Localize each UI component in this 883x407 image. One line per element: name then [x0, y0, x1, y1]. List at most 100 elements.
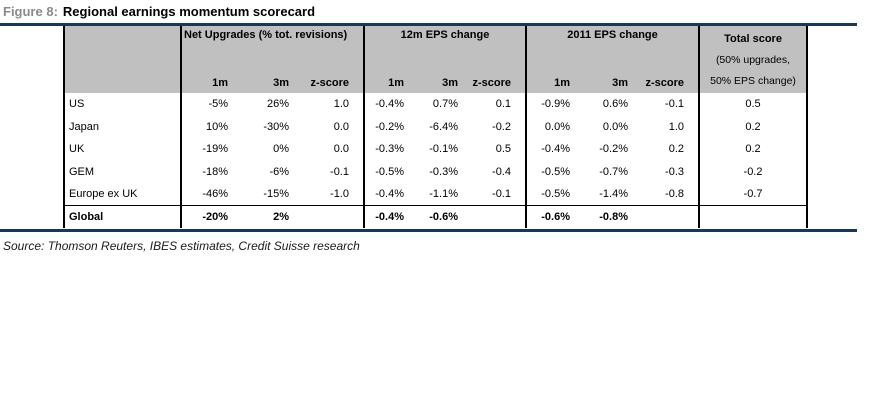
cell-value: -15%: [263, 188, 289, 200]
cell-value: 26%: [266, 98, 289, 111]
table-row-gem: GEM -18% -6% -0.1 -0.5% -0.3% -0.4 -0.5%…: [64, 160, 808, 183]
cell-value: 0.1: [495, 98, 511, 111]
table-row-europe-ex-uk: Europe ex UK -46% -15% -1.0 -0.4% -1.1% …: [64, 183, 808, 206]
table-row-japan: Japan 10% -30% 0.0 -0.2% -6.4% -0.2 0.0%…: [64, 115, 808, 138]
cell-value: -0.3%: [363, 138, 418, 161]
cell-value: -0.8: [665, 188, 685, 200]
total-score-subline-2: 50% EPS change): [710, 75, 796, 87]
cell-value: -6%: [269, 165, 289, 178]
cell-value: -0.5%: [525, 160, 584, 183]
cell-value: -1.0: [330, 188, 349, 200]
cell-value: [642, 205, 700, 228]
cell-total-score: 0.2: [698, 115, 808, 138]
cell-value: -0.2: [492, 120, 511, 133]
cell-value: 0.6%: [602, 98, 628, 111]
scorecard-table: Net Upgrades (% tot. revisions) 12m EPS …: [63, 26, 809, 228]
region-label: US: [69, 98, 85, 111]
cell-value: 0.7%: [432, 98, 458, 111]
cell-total-score: -0.2: [698, 160, 808, 183]
cell-value: -5%: [180, 93, 242, 116]
group-header-total-score: Total score (50% upgrades, 50% EPS chang…: [698, 26, 808, 93]
cell-value: -0.7%: [599, 165, 628, 178]
cell-value: -19%: [180, 138, 242, 161]
cell-value: -0.3: [665, 165, 685, 178]
cell-value: 0.2: [668, 143, 685, 156]
cell-value: -0.6%: [525, 205, 584, 228]
cell-value: -0.2%: [599, 143, 628, 156]
cell-value: -0.3%: [429, 165, 458, 178]
cell-value: -6.4%: [429, 120, 458, 133]
subheader-12meps-zscore: z-score: [472, 66, 526, 93]
cell-value: -0.1: [492, 188, 511, 200]
figure-number-label: Figure 8:: [3, 4, 58, 19]
cell-value: -0.2%: [363, 115, 418, 138]
table-row-us: US -5% 26% 1.0 -0.4% 0.7% 0.1 -0.9% 0.6%…: [64, 93, 808, 116]
region-label: GEM: [69, 165, 95, 178]
cell-value: -46%: [180, 183, 242, 206]
cell-value: -30%: [263, 120, 289, 133]
cell-value: -0.4: [492, 165, 511, 178]
region-label: Global: [64, 205, 181, 228]
cell-value: 0%: [273, 143, 289, 156]
cell-value: 1.0: [668, 120, 685, 133]
bottom-navy-rule: [0, 229, 857, 232]
subheader-2011eps-1m: 1m: [525, 66, 584, 93]
cell-value: 0.0: [333, 120, 349, 133]
table-row-uk: UK -19% 0% 0.0 -0.3% -0.1% 0.5 -0.4% -0.…: [64, 138, 808, 161]
subheader-netupgrades-3m: 3m: [242, 66, 303, 93]
cell-value: 0.0%: [525, 115, 584, 138]
cell-value: -0.1%: [429, 143, 458, 156]
cell-value: 0.0%: [602, 120, 628, 133]
cell-total-score: 0.5: [698, 93, 808, 116]
cell-value: -0.4%: [363, 205, 418, 228]
cell-value: -1.1%: [429, 188, 458, 200]
cell-value: 1.0: [333, 98, 349, 111]
cell-value: [472, 205, 526, 228]
region-column-header: [64, 26, 181, 66]
subheader-2011eps-3m: 3m: [584, 66, 642, 93]
cell-value: -0.6%: [418, 205, 472, 228]
cell-value: [303, 205, 364, 228]
group-header-12m-eps-change: 12m EPS change: [363, 26, 526, 66]
empty-subheader: [64, 66, 181, 93]
subheader-12meps-3m: 3m: [418, 66, 472, 93]
group-header-net-upgrades: Net Upgrades (% tot. revisions): [180, 26, 364, 66]
cell-total-score: -0.7: [698, 183, 808, 206]
cell-value: 2%: [242, 205, 303, 228]
cell-value: -0.4%: [363, 93, 418, 116]
region-label: UK: [69, 143, 85, 156]
subheader-netupgrades-1m: 1m: [180, 66, 242, 93]
cell-value: -0.4%: [363, 183, 418, 206]
total-score-subline-1: (50% upgrades,: [715, 54, 791, 66]
cell-value: -0.5%: [363, 160, 418, 183]
cell-value: -18%: [180, 160, 242, 183]
table-header-group-row: Net Upgrades (% tot. revisions) 12m EPS …: [64, 26, 808, 93]
cell-value: -0.9%: [525, 93, 584, 116]
cell-value: -0.1: [330, 165, 349, 178]
region-label: Japan: [69, 120, 99, 133]
cell-value: -20%: [180, 205, 242, 228]
cell-value: 0.5: [495, 143, 511, 156]
subheader-netupgrades-zscore: z-score: [303, 66, 364, 93]
table-row-global: Global -20% 2% -0.4% -0.6% -0.6% -0.8%: [64, 205, 808, 228]
group-header-2011-eps-change: 2011 EPS change: [524, 26, 700, 66]
source-note: Source: Thomson Reuters, IBES estimates,…: [3, 239, 360, 253]
cell-value: -1.4%: [599, 188, 628, 200]
subheader-2011eps-zscore: z-score: [642, 66, 700, 93]
cell-value: -0.4%: [525, 138, 584, 161]
figure-title: Figure 8: Regional earnings momentum scor…: [3, 4, 315, 19]
cell-value: -0.5%: [525, 183, 584, 206]
table-header-sub-row: 1m 3m z-score 1m 3m z-score 1m 3m z-scor…: [64, 66, 807, 93]
region-label: Europe ex UK: [69, 188, 138, 200]
cell-value: -0.1: [665, 98, 685, 111]
cell-value: -0.8%: [584, 205, 642, 228]
figure-title-text: Regional earnings momentum scorecard: [62, 4, 316, 19]
cell-value: 10%: [180, 115, 242, 138]
cell-total-score: 0.2: [698, 138, 808, 161]
subheader-12meps-1m: 1m: [363, 66, 418, 93]
cell-value: 0.0: [333, 143, 349, 156]
total-score-title: Total score: [724, 33, 782, 45]
cell-total-score: [698, 205, 808, 228]
top-navy-rule: [0, 23, 857, 26]
